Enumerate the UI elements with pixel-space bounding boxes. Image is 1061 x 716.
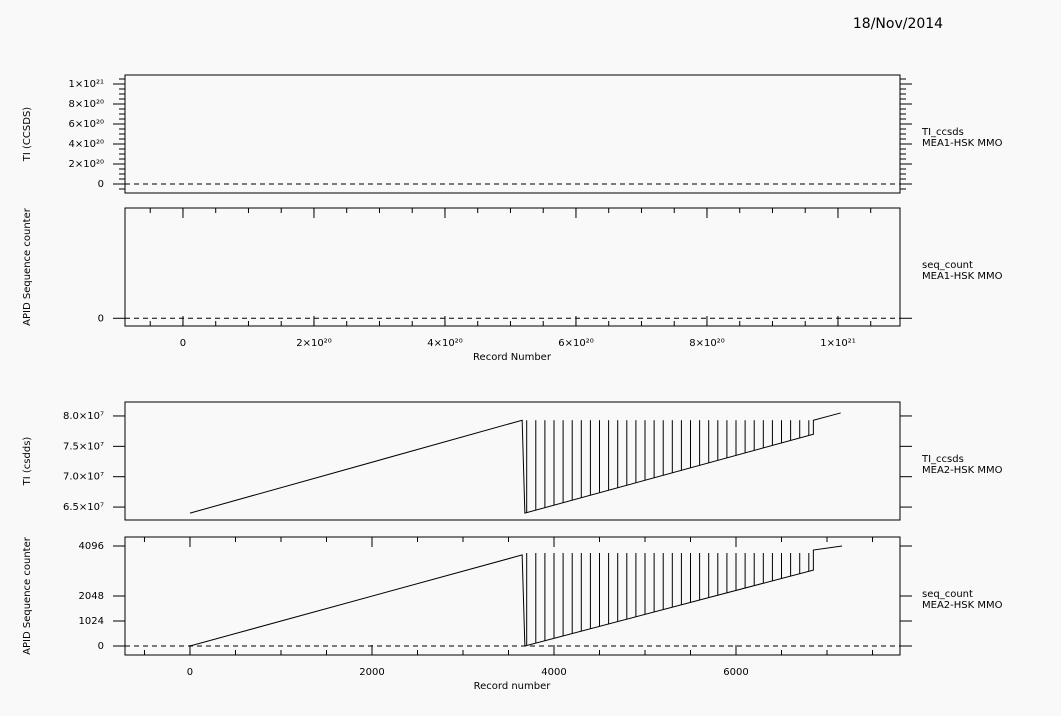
y-tick-label: 8×10²⁰	[69, 99, 104, 110]
y-tick-label: 0	[98, 179, 104, 190]
y-tick-label: 6.5×10⁷	[63, 502, 104, 513]
y-tick-label: 8.0×10⁷	[63, 411, 104, 422]
legend-label: seq_count	[922, 260, 973, 271]
x-tick-label: 0	[180, 338, 186, 349]
y-tick-label: 7.5×10⁷	[63, 441, 104, 452]
y-axis-title: TI (CCSDS)	[22, 107, 33, 162]
y-tick-label: 1×10²¹	[69, 79, 104, 90]
y-tick-label: 6×10²⁰	[69, 119, 104, 130]
legend-instrument: MEA1-HSK MMO	[922, 271, 1003, 282]
legend-label: TI_ccsds	[921, 127, 964, 138]
date: 18/Nov/2014	[853, 16, 943, 32]
y-tick-label: 2048	[79, 591, 104, 602]
x-tick-label: 2×10²⁰	[296, 338, 331, 349]
y-axis-title: TI (csdds)	[22, 437, 33, 487]
y-tick-label: 7.0×10⁷	[63, 472, 104, 483]
legend-label: seq_count	[922, 589, 973, 600]
x-tick-label: 6×10²⁰	[558, 338, 593, 349]
x-axis-title: Record number	[474, 681, 552, 692]
data-line	[189, 412, 841, 514]
x-tick-label: 6000	[723, 667, 748, 678]
x-tick-label: 4000	[541, 667, 566, 678]
legend-instrument: MEA2-HSK MMO	[922, 465, 1003, 476]
y-tick-label: 4×10²⁰	[69, 139, 104, 150]
x-tick-label: 8×10²⁰	[689, 338, 724, 349]
y-tick-label: 2×10²⁰	[69, 159, 104, 170]
y-tick-label: 0	[98, 641, 104, 652]
y-axis-title: APID Sequence counter	[22, 207, 33, 326]
x-tick-label: 1×10²¹	[820, 338, 855, 349]
y-axis-title: APID Sequence counter	[22, 536, 33, 655]
plot-frame	[124, 401, 901, 521]
x-axis-title: Record Number	[473, 352, 552, 363]
x-tick-label: 0	[187, 667, 193, 678]
x-tick-label: 2000	[359, 667, 384, 678]
y-tick-label: 1024	[79, 616, 104, 627]
data-line	[189, 545, 843, 647]
legend-instrument: MEA1-HSK MMO	[922, 138, 1003, 149]
legend-label: TI_ccsds	[921, 454, 964, 465]
legend-instrument: MEA2-HSK MMO	[922, 600, 1003, 611]
x-tick-label: 4×10²⁰	[427, 338, 462, 349]
y-tick-label: 0	[98, 313, 104, 324]
y-tick-label: 4096	[79, 541, 104, 552]
plot-frame	[124, 207, 901, 327]
